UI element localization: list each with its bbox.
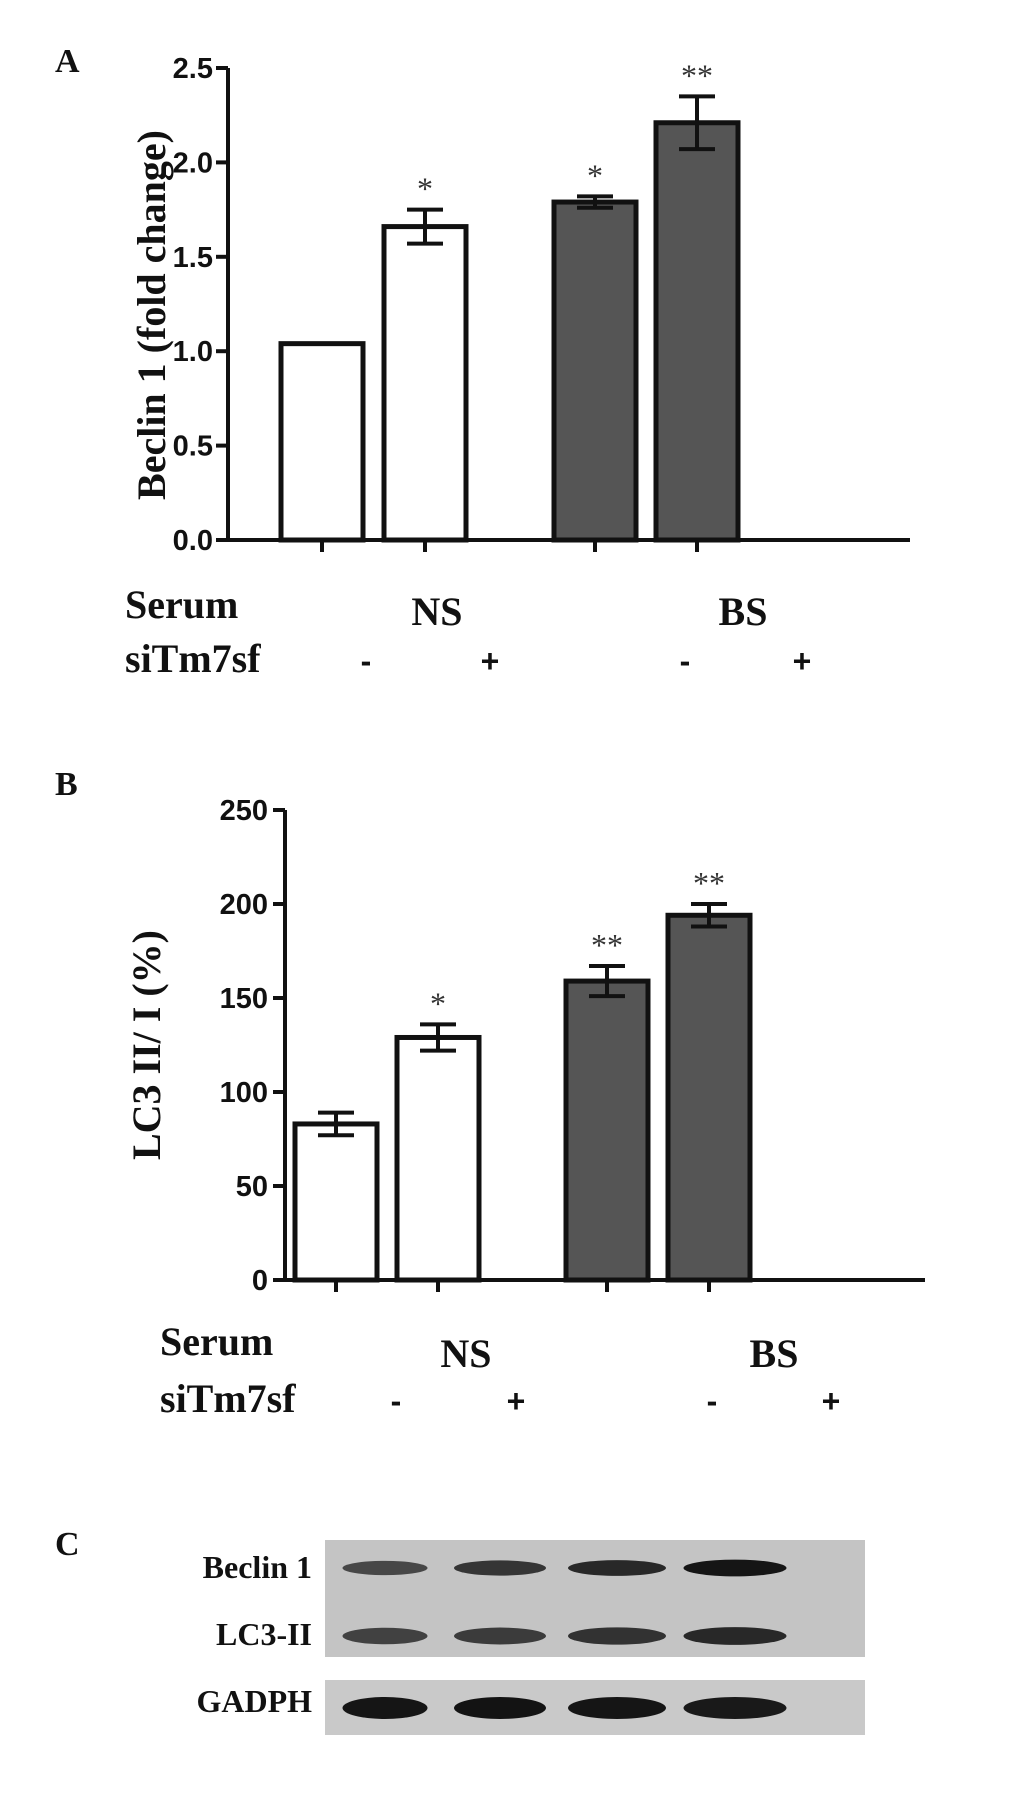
blot-band — [342, 1697, 428, 1719]
chart-b-sitm7sf-label: siTm7sf — [160, 1376, 296, 1421]
chart-b-y-label: LC3 II/ I (%) — [124, 930, 169, 1160]
chart-b-serum-label: Serum — [160, 1319, 273, 1364]
blot-band — [342, 1560, 428, 1576]
panel-letter-a: A — [55, 43, 80, 80]
y-tick-label: 100 — [220, 1077, 268, 1109]
panel-letter-b: B — [55, 766, 78, 803]
significance-marker: * — [430, 985, 446, 1021]
blot-band — [454, 1560, 546, 1576]
blot-band — [683, 1627, 787, 1645]
blot-band — [342, 1627, 428, 1645]
blot-label-beclin1: Beclin 1 — [203, 1549, 312, 1585]
y-tick-label: 2.0 — [173, 147, 213, 179]
y-tick-label: 0.0 — [173, 525, 213, 557]
y-tick-label: 200 — [220, 889, 268, 921]
chart-a-sign-2: + — [481, 643, 500, 679]
significance-marker: ** — [591, 927, 623, 963]
bar — [292, 1121, 380, 1283]
chart-a-sign-3: - — [680, 643, 691, 679]
chart-a-group-bs-label: BS — [719, 589, 768, 634]
panel-letter-c: C — [55, 1526, 80, 1563]
significance-marker: ** — [681, 57, 713, 93]
chart-b-bars: ***** — [292, 865, 753, 1292]
blot-band — [683, 1697, 787, 1719]
blot-band — [683, 1559, 787, 1577]
y-tick-label: 2.5 — [173, 53, 213, 85]
chart-a-sign-4: + — [793, 643, 812, 679]
blot-label-gadph: GADPH — [196, 1683, 312, 1719]
chart-b-y-ticks: 0 50 100 150 200 250 — [220, 795, 285, 1297]
chart-a-sign-1: - — [361, 643, 372, 679]
bar — [278, 341, 366, 543]
bar — [394, 1034, 482, 1283]
y-tick-label: 250 — [220, 795, 268, 827]
y-tick-label: 0.5 — [173, 431, 213, 463]
chart-b-sign-1: - — [391, 1383, 402, 1419]
chart-a-group-ns-label: NS — [411, 589, 462, 634]
significance-marker: ** — [693, 865, 725, 901]
blot-bands — [342, 1559, 787, 1719]
chart-b-sign-3: - — [707, 1383, 718, 1419]
significance-marker: * — [587, 157, 603, 193]
y-tick-label: 1.5 — [173, 242, 213, 274]
chart-a-y-ticks: 0.0 0.5 1.0 1.5 2.0 2.5 — [173, 53, 228, 557]
blot-label-lc3-ii: LC3-II — [216, 1616, 312, 1652]
blot-band — [568, 1560, 666, 1576]
blot-band — [454, 1627, 546, 1645]
bar — [551, 199, 639, 543]
blot-band — [568, 1627, 666, 1645]
y-tick-label: 50 — [236, 1171, 268, 1203]
chart-a-bars: * *** — [278, 57, 741, 552]
chart-b-group-bs-label: BS — [750, 1331, 799, 1376]
chart-a: Beclin 1 (fold change) 0.0 0.5 1.0 1.5 2.0 2.… — [125, 53, 910, 681]
bar — [665, 912, 753, 1283]
chart-a-serum-label: Serum — [125, 582, 238, 627]
chart-b-sign-4: + — [822, 1383, 841, 1419]
y-tick-label: 0 — [252, 1265, 268, 1297]
bar — [381, 224, 469, 543]
western-blot: Beclin 1 LC3-II GADPH — [196, 1540, 865, 1735]
chart-a-sitm7sf-label: siTm7sf — [125, 636, 261, 681]
significance-marker: * — [417, 171, 433, 207]
y-tick-label: 150 — [220, 983, 268, 1015]
chart-b-sign-2: + — [507, 1383, 526, 1419]
blot-band — [568, 1697, 666, 1719]
y-tick-label: 1.0 — [173, 336, 213, 368]
chart-a-y-label: Beclin 1 (fold change) — [129, 130, 174, 500]
bar — [563, 978, 651, 1283]
blot-band — [454, 1697, 546, 1719]
bar — [653, 120, 741, 543]
chart-b-group-ns-label: NS — [440, 1331, 491, 1376]
